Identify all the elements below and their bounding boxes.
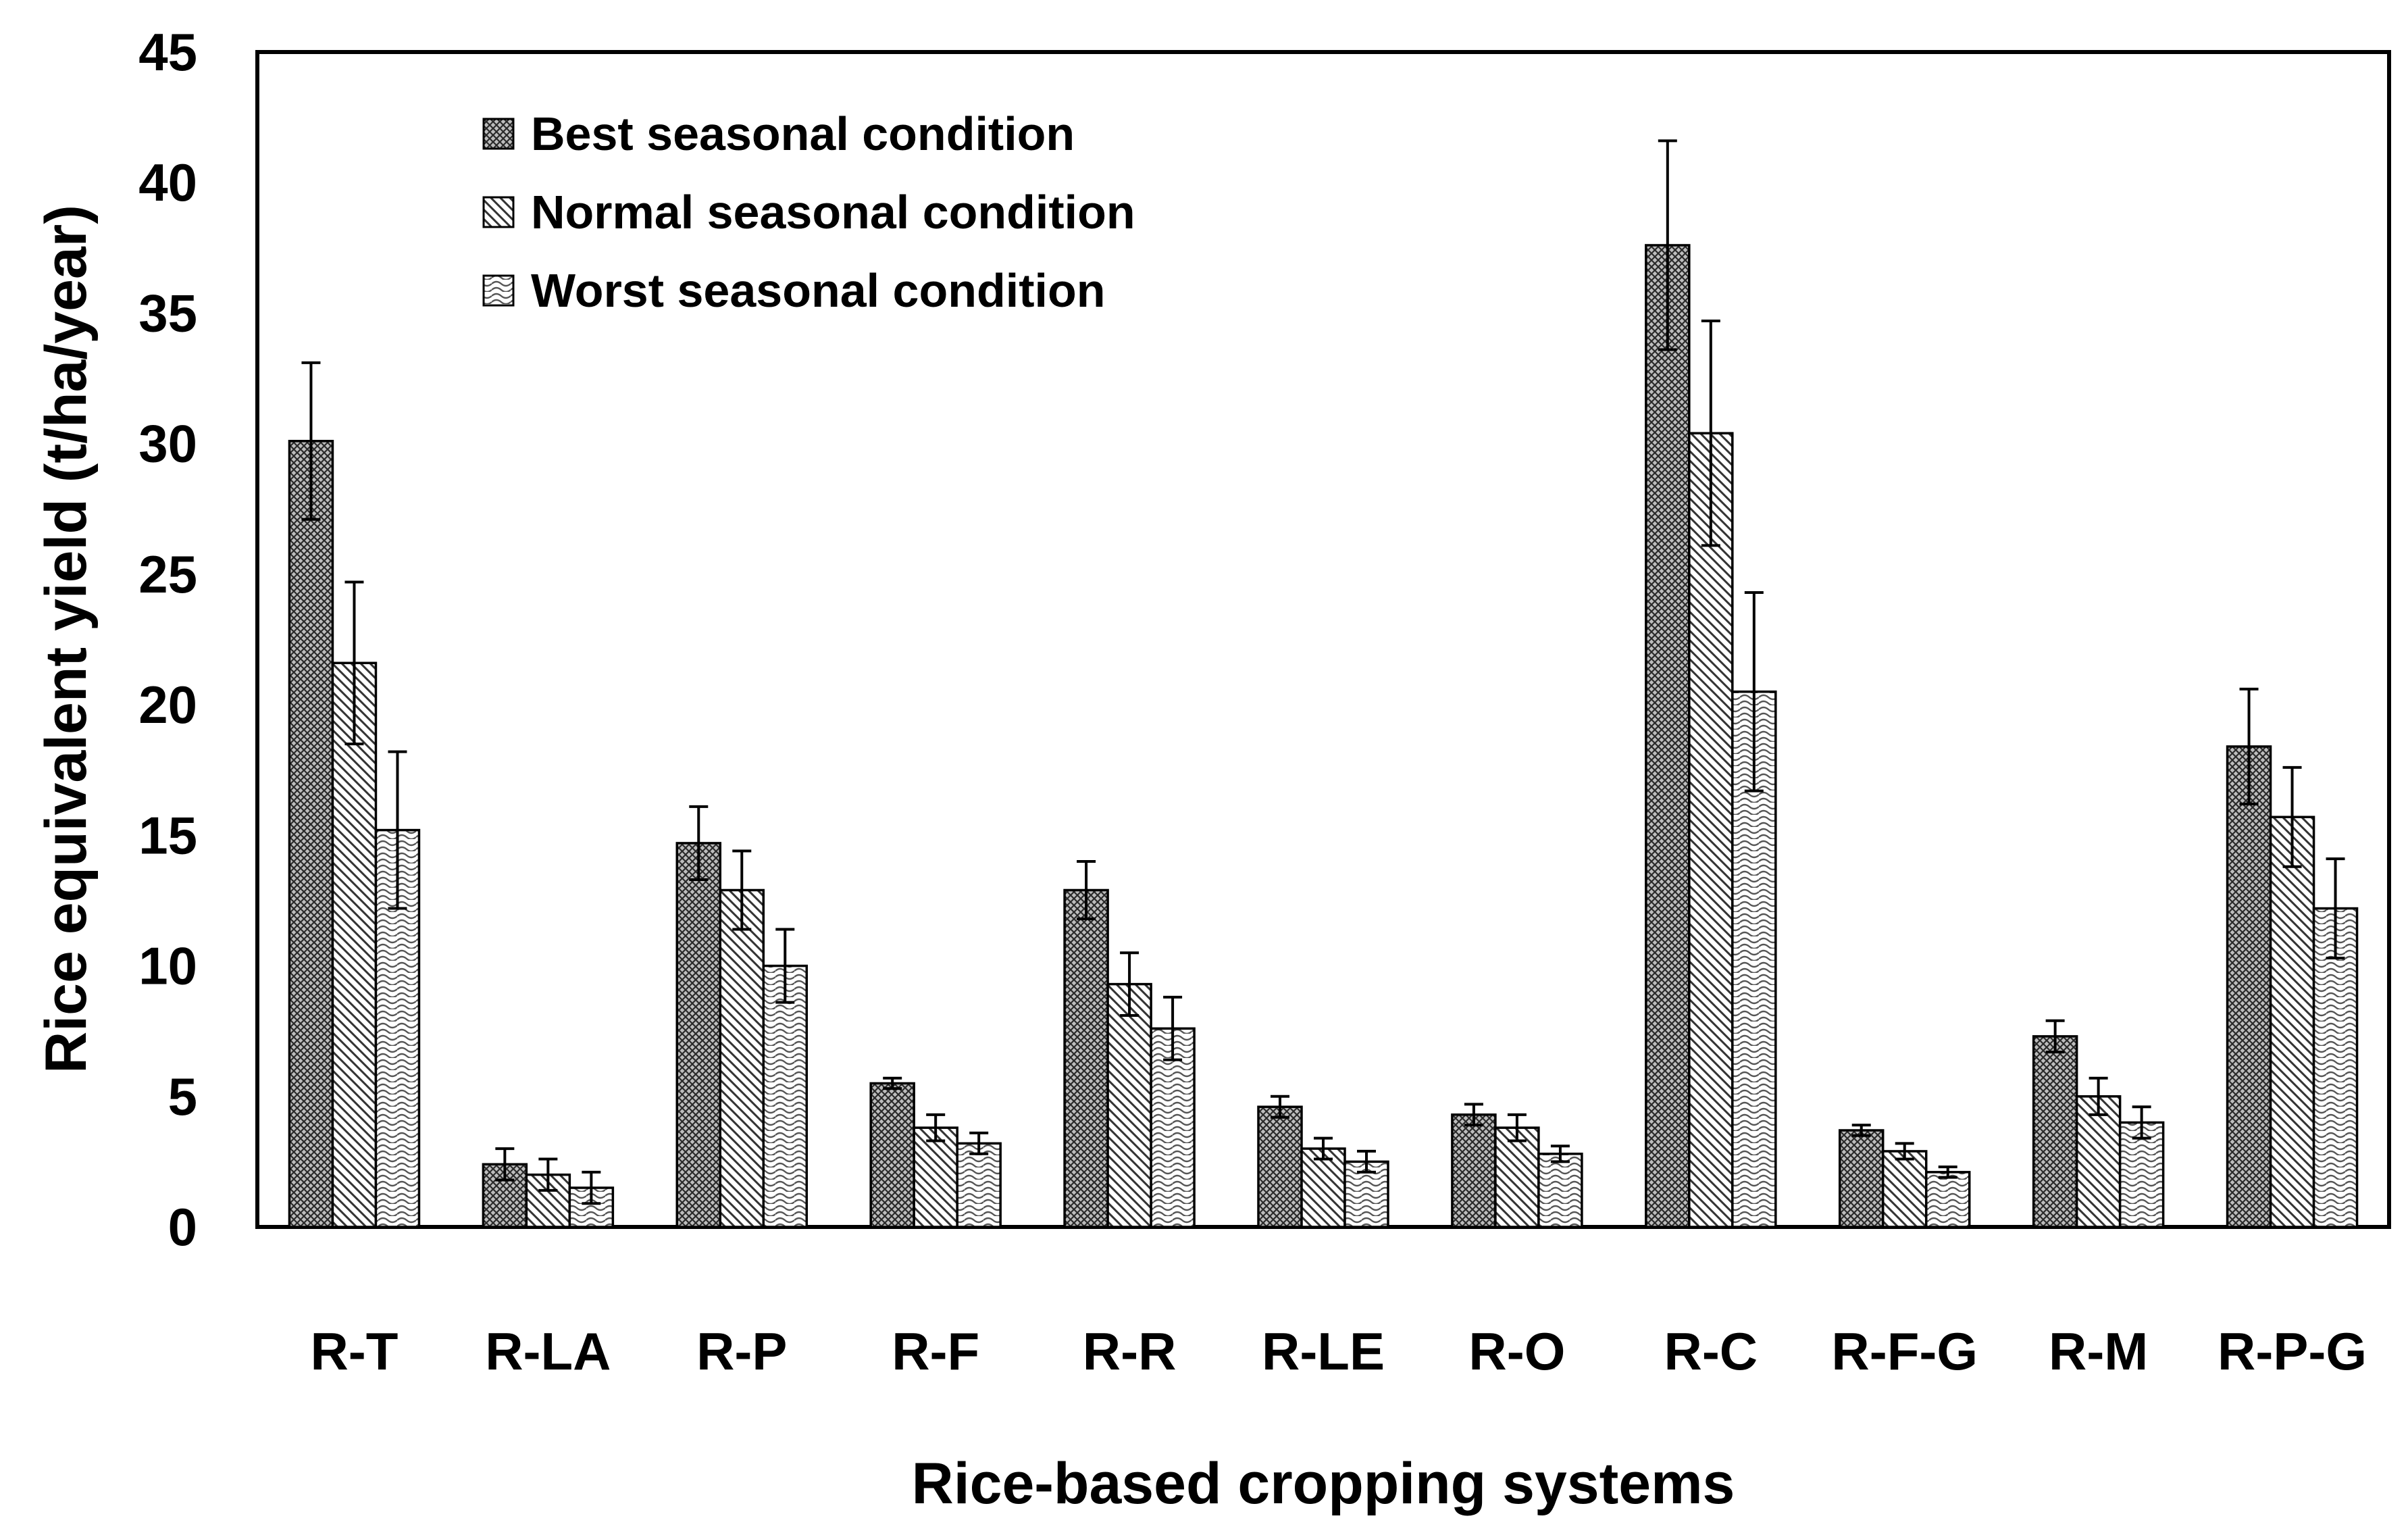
bar-best-r-c: [1645, 244, 1691, 1228]
y-tick-label: 15: [138, 805, 197, 865]
error-bar-best-r-f-g: [1851, 1124, 1871, 1137]
bar-best-r-r: [1063, 888, 1109, 1228]
legend-label-best: Best seasonal condition: [531, 107, 1075, 160]
error-bar-best-r-o: [1464, 1103, 1483, 1127]
error-bar-best-r-le: [1271, 1095, 1289, 1119]
bar-best-r-m: [2032, 1035, 2078, 1228]
y-tick-label: 5: [168, 1067, 197, 1126]
error-bar-worst-r-f: [969, 1131, 989, 1155]
x-category-label: R-LE: [1262, 1322, 1385, 1381]
error-bar-best-r-t: [301, 361, 321, 521]
bar-series-group: [288, 244, 2359, 1228]
bar-normal-r-o: [1494, 1126, 1540, 1228]
x-category-label: R-O: [1468, 1322, 1565, 1381]
bar-worst-r-o: [1537, 1153, 1583, 1228]
bar-best-r-t: [288, 440, 334, 1228]
error-bar-worst-r-la: [582, 1170, 601, 1205]
x-category-label: R-P-G: [2218, 1322, 2367, 1381]
y-axis-ticks: 0 5 10 15 20 25 30 35 40 45: [138, 22, 197, 1257]
error-bar-worst-r-f-g: [1938, 1165, 1957, 1179]
y-tick-label: 10: [138, 936, 197, 996]
error-bar-normal-r-le: [1314, 1136, 1333, 1161]
bar-worst-r-p: [762, 964, 809, 1228]
y-tick-label: 40: [138, 153, 197, 212]
x-category-label: R-LA: [485, 1322, 611, 1381]
bar-best-r-p-g: [2226, 745, 2272, 1228]
error-bar-best-r-p-g: [2239, 687, 2259, 805]
bar-normal-r-t: [331, 661, 378, 1228]
error-bar-normal-r-p-g: [2282, 765, 2302, 868]
bar-worst-r-f-g: [1924, 1171, 1971, 1228]
error-bar-worst-r-c: [1744, 590, 1764, 793]
x-category-label: R-T: [310, 1322, 398, 1381]
error-bar-group: [301, 139, 2345, 1205]
error-bar-best-r-m: [2045, 1019, 2065, 1054]
legend-swatch-best: [482, 118, 515, 150]
bar-worst-r-p-g: [2312, 907, 2359, 1228]
legend-label-normal: Normal seasonal condition: [531, 186, 1135, 238]
bar-normal-r-f-g: [1881, 1150, 1928, 1228]
error-bar-normal-r-c: [1701, 320, 1720, 547]
error-bar-normal-r-o: [1507, 1113, 1527, 1142]
y-tick-label: 20: [138, 675, 197, 734]
y-tick-label: 35: [138, 283, 197, 343]
error-bar-best-r-c: [1658, 139, 1677, 351]
bar-worst-r-t: [374, 828, 421, 1228]
bar-normal-r-c: [1688, 432, 1734, 1228]
error-bar-normal-r-la: [538, 1157, 558, 1192]
legend-swatch-worst: [482, 274, 515, 307]
error-bar-best-r-p: [689, 805, 709, 882]
bar-best-r-o: [1451, 1113, 1497, 1228]
x-axis-category-labels: R-T R-LA R-P R-F R-R R-LE R-O R-C R-F-G R-M R-P-G: [310, 1322, 2367, 1381]
error-bar-worst-r-p-g: [2326, 857, 2345, 959]
y-tick-label: 45: [138, 22, 197, 82]
y-tick-label: 25: [138, 545, 197, 604]
error-bar-normal-r-t: [344, 580, 364, 746]
error-bar-worst-r-r: [1163, 995, 1183, 1061]
bar-normal-r-r: [1106, 982, 1152, 1228]
bar-best-r-f: [869, 1082, 915, 1228]
legend-label-worst: Worst seasonal condition: [531, 264, 1106, 317]
x-category-label: R-F: [892, 1322, 979, 1381]
error-bar-normal-r-m: [2089, 1076, 2108, 1116]
bar-normal-r-p-g: [2269, 815, 2315, 1228]
error-bar-normal-r-f: [926, 1113, 946, 1142]
x-axis-title: Rice-based cropping systems: [912, 1451, 1735, 1516]
x-category-label: R-R: [1083, 1322, 1177, 1381]
error-bar-best-r-r: [1077, 859, 1096, 920]
bar-normal-r-p: [719, 888, 765, 1228]
bar-normal-r-f: [913, 1126, 958, 1228]
bar-worst-r-m: [2118, 1121, 2165, 1228]
x-category-label: R-C: [1664, 1322, 1758, 1381]
error-bar-normal-r-f-g: [1895, 1142, 1914, 1161]
bar-best-r-f-g: [1838, 1129, 1885, 1228]
bar-best-r-p: [675, 842, 722, 1228]
error-bar-worst-r-o: [1550, 1145, 1570, 1163]
error-bar-normal-r-p: [732, 849, 752, 931]
error-bar-worst-r-p: [775, 928, 795, 1004]
bar-best-r-le: [1257, 1105, 1303, 1228]
x-category-label: R-F-G: [1831, 1322, 1978, 1381]
bar-worst-r-f: [956, 1142, 1002, 1228]
error-bar-normal-r-r: [1120, 951, 1139, 1017]
error-bar-best-r-f: [883, 1076, 902, 1090]
x-category-label: R-M: [2049, 1322, 2148, 1381]
bar-worst-r-r: [1150, 1027, 1196, 1228]
error-bar-worst-r-m: [2132, 1105, 2151, 1140]
x-category-label: R-P: [696, 1322, 787, 1381]
legend: Best seasonal condition Normal seasonal c…: [482, 107, 1135, 317]
y-tick-label: 30: [138, 414, 197, 474]
error-bar-best-r-la: [495, 1147, 515, 1182]
legend-swatch-normal: [482, 196, 515, 228]
y-axis-title: Rice equivalent yield (t/ha/year): [34, 205, 99, 1074]
error-bar-worst-r-t: [388, 750, 407, 910]
error-bar-worst-r-le: [1357, 1149, 1376, 1174]
y-tick-label: 0: [168, 1197, 197, 1257]
